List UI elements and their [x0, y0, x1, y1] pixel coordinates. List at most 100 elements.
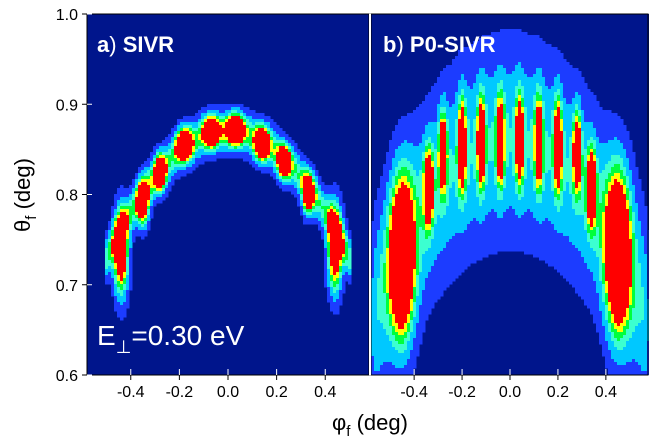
heatmap-cell [437, 164, 441, 168]
heatmap-cell [455, 122, 459, 126]
heatmap-cell [261, 137, 265, 141]
heatmap-cell [243, 149, 247, 153]
heatmap-cell [222, 128, 226, 132]
heatmap-cell [560, 176, 564, 180]
heatmap-cell [509, 65, 513, 69]
heatmap-cell [330, 296, 334, 300]
heatmap-cell [141, 224, 145, 228]
heatmap-cell [126, 239, 130, 243]
heatmap-cell [587, 146, 591, 150]
heatmap-cell [186, 152, 190, 156]
heatmap-cell [249, 128, 253, 132]
heatmap-cell [330, 206, 334, 210]
heatmap-cell [422, 149, 426, 153]
heatmap-cell [401, 155, 405, 159]
heatmap-cell [413, 134, 417, 138]
heatmap-cell [452, 125, 456, 129]
heatmap-cell [141, 203, 145, 207]
heatmap-cell [485, 134, 489, 138]
heatmap-cell [195, 134, 199, 138]
heatmap-cell [524, 38, 528, 42]
heatmap-cell [563, 113, 567, 117]
heatmap-cell [605, 152, 609, 156]
heatmap-cell [524, 146, 528, 150]
heatmap-cell [479, 56, 483, 60]
heatmap-cell [192, 167, 196, 171]
heatmap-cell [306, 191, 310, 195]
heatmap-cell [452, 170, 456, 174]
heatmap-cell [330, 299, 334, 303]
heatmap-cell [494, 161, 498, 165]
heatmap-cell [515, 134, 519, 138]
heatmap-cell [138, 188, 142, 192]
heatmap-cell [213, 146, 217, 150]
heatmap-cell [129, 224, 133, 228]
heatmap-cell [291, 182, 295, 186]
heatmap-cell [336, 305, 340, 309]
heatmap-cell [518, 161, 522, 165]
heatmap-cell [536, 47, 540, 51]
heatmap-cell [315, 197, 319, 201]
heatmap-cell [452, 152, 456, 156]
heatmap-cell [617, 131, 621, 135]
heatmap-cell [494, 101, 498, 105]
heatmap-cell [545, 83, 549, 87]
heatmap-cell [177, 155, 181, 159]
heatmap-cell [437, 146, 441, 150]
heatmap-cell [422, 179, 426, 183]
heatmap-cell [527, 152, 531, 156]
heatmap-cell [557, 146, 561, 150]
heatmap-cell [467, 179, 471, 183]
heatmap-cell [392, 182, 396, 186]
heatmap-cell [629, 176, 633, 180]
heatmap-cell [620, 164, 624, 168]
heatmap-cell [327, 236, 331, 240]
heatmap-cell [336, 203, 340, 207]
heatmap-cell [422, 164, 426, 168]
heatmap-cell [407, 182, 411, 186]
heatmap-cell [590, 110, 594, 114]
heatmap-cell [488, 125, 492, 129]
heatmap-cell [407, 176, 411, 180]
heatmap-cell [144, 182, 148, 186]
heatmap-cell [539, 56, 543, 60]
heatmap-cell [482, 74, 486, 78]
heatmap-cell [410, 140, 414, 144]
heatmap-cell [611, 131, 615, 135]
heatmap-cell [530, 68, 534, 72]
heatmap-cell [497, 50, 501, 54]
heatmap-cell [593, 128, 597, 132]
heatmap-cell [620, 155, 624, 159]
heatmap-cell [234, 128, 238, 132]
heatmap-cell [437, 92, 441, 96]
heatmap-cell [497, 161, 501, 165]
heatmap-cell [551, 98, 555, 102]
heatmap-cell [303, 158, 307, 162]
heatmap-cell [473, 65, 477, 69]
heatmap-cell [108, 233, 112, 237]
heatmap-cell [111, 287, 115, 291]
heatmap-cell [147, 200, 151, 204]
heatmap-cell [276, 182, 280, 186]
heatmap-cell [315, 176, 319, 180]
heatmap-cell [270, 134, 274, 138]
heatmap-cell [503, 125, 507, 129]
heatmap-cell [593, 110, 597, 114]
heatmap-cell [611, 161, 615, 165]
heatmap-cell [503, 128, 507, 132]
heatmap-cell [593, 179, 597, 183]
heatmap-cell [506, 161, 510, 165]
heatmap-cell [222, 155, 226, 159]
heatmap-cell [455, 179, 459, 183]
heatmap-cell [258, 128, 262, 132]
heatmap-cell [629, 173, 633, 177]
heatmap-cell [572, 158, 576, 162]
heatmap-cell [494, 89, 498, 93]
heatmap-cell [593, 131, 597, 135]
heatmap-cell [515, 71, 519, 75]
heatmap-cell [141, 164, 145, 168]
heatmap-cell [267, 119, 271, 123]
heatmap-cell [407, 122, 411, 126]
heatmap-cell [252, 140, 256, 144]
heatmap-cell [410, 179, 414, 183]
